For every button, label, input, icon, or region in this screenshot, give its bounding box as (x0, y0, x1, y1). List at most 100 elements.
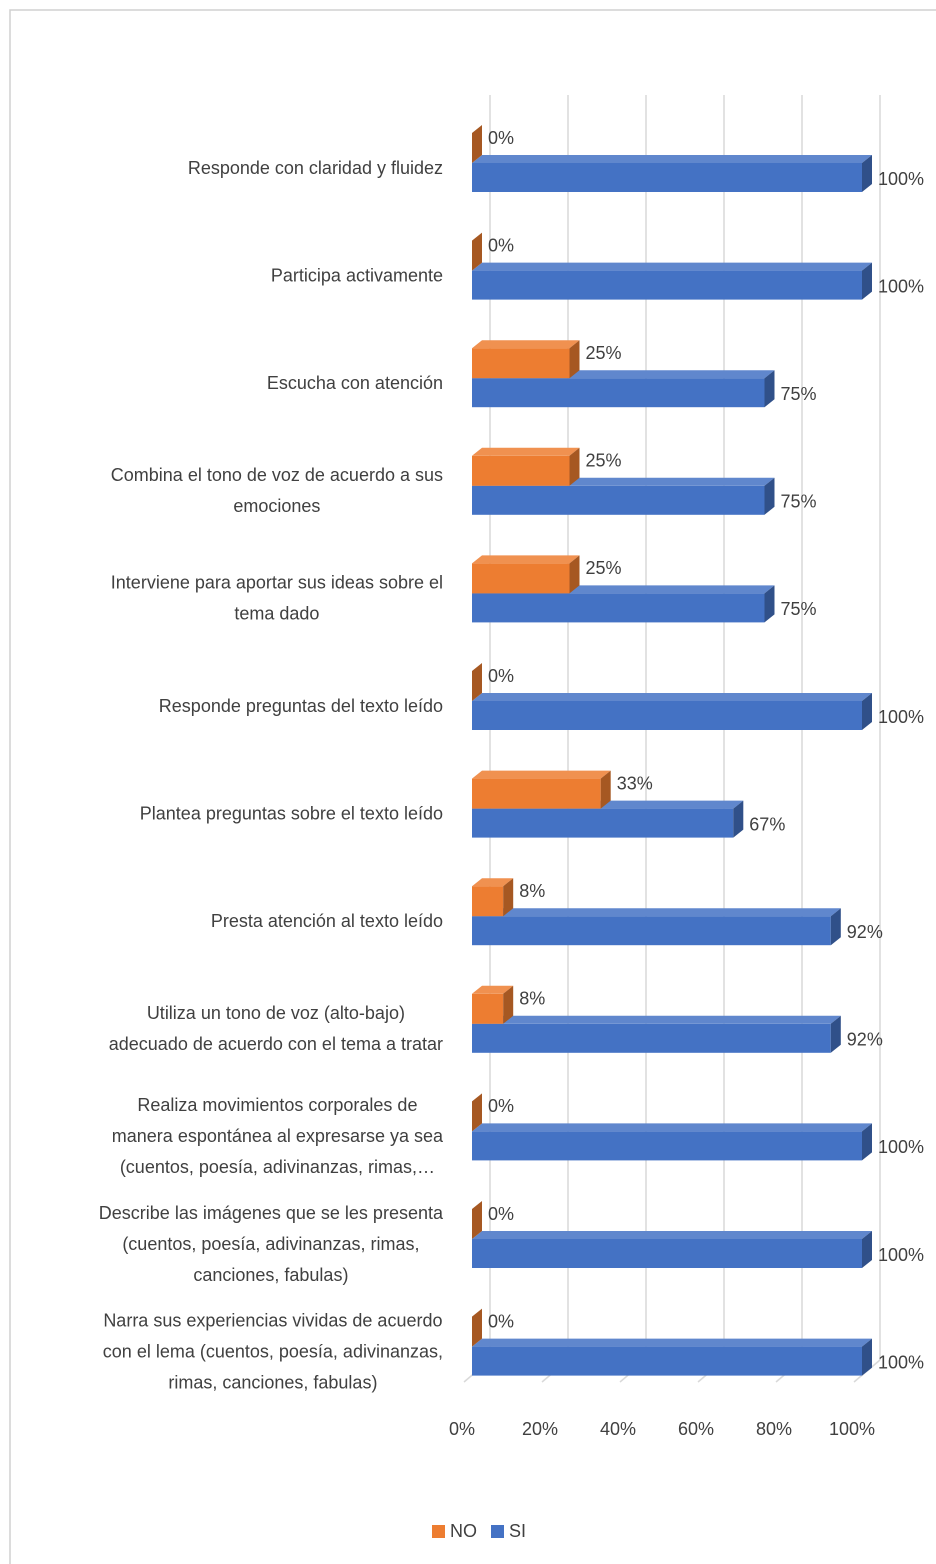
value-label: 100% (878, 1352, 924, 1372)
value-label: 100% (878, 276, 924, 296)
bar-side (472, 1093, 482, 1132)
bar-side (472, 232, 482, 271)
bar-side (862, 693, 872, 730)
bar-side (764, 477, 775, 515)
category-label: (cuentos, poesía, adivinanzas, rimas,… (120, 1157, 435, 1177)
bar-top (472, 908, 841, 917)
bar (472, 1023, 831, 1053)
category-label: Realiza movimientos corporales de (137, 1095, 417, 1115)
value-label: 25% (586, 343, 622, 363)
category-label: (cuentos, poesía, adivinanzas, rimas, (122, 1234, 419, 1254)
category-label: Combina el tono de voz de acuerdo a sus (111, 465, 443, 485)
value-label: 100% (878, 169, 924, 189)
bar (472, 593, 765, 623)
value-label: 0% (488, 235, 514, 255)
bar-side (472, 1308, 482, 1347)
bar-top (472, 155, 872, 163)
value-label: 67% (749, 814, 785, 834)
bar (472, 563, 570, 594)
bar-side (472, 1201, 482, 1239)
bar (472, 993, 504, 1024)
value-label: 92% (847, 1030, 883, 1050)
x-tick-label: 40% (600, 1419, 636, 1439)
bar (472, 701, 862, 730)
bar-side (569, 447, 580, 486)
bar-side (569, 555, 580, 594)
bar-side (862, 1123, 872, 1161)
bar-top (472, 1231, 872, 1239)
category-label: rimas, canciones, fabulas) (168, 1372, 377, 1392)
bar-side (830, 1015, 841, 1053)
bar-side (569, 340, 580, 379)
legend-label: NO (450, 1521, 477, 1541)
bar-side (862, 155, 872, 192)
bar-side (503, 878, 514, 917)
bar (472, 886, 504, 917)
legend-label: SI (509, 1521, 526, 1541)
bar-top (472, 1123, 872, 1132)
value-label: 8% (519, 881, 545, 901)
bar-top (472, 340, 580, 349)
value-label: 75% (781, 384, 817, 404)
value-label: 100% (878, 1137, 924, 1157)
bar-side (764, 585, 775, 623)
bar-side (733, 800, 744, 838)
category-label: Presta atención al texto leído (211, 911, 443, 931)
x-tick-label: 20% (522, 1419, 558, 1439)
value-label: 0% (488, 1204, 514, 1224)
bar-side (830, 908, 841, 946)
value-label: 25% (586, 451, 622, 471)
category-label: tema dado (234, 604, 319, 624)
category-label: Participa activamente (271, 265, 443, 285)
category-label: Plantea preguntas sobre el texto leído (140, 803, 443, 823)
category-label: Responde con claridad y fluidez (188, 158, 443, 178)
legend-swatch (491, 1525, 504, 1538)
bar (472, 916, 831, 946)
bar-side (472, 125, 482, 163)
bar-side (600, 770, 611, 809)
bar-side (764, 370, 775, 408)
bar-side (503, 985, 514, 1024)
bar-side (862, 1231, 872, 1268)
value-label: 100% (878, 707, 924, 727)
bar (472, 378, 765, 408)
bar (472, 808, 734, 838)
bar-top (472, 262, 872, 271)
value-label: 75% (781, 492, 817, 512)
bar-side (862, 1338, 872, 1376)
x-tick-label: 100% (829, 1419, 875, 1439)
bar-top (472, 447, 580, 456)
value-label: 25% (586, 558, 622, 578)
bar (472, 1346, 862, 1376)
chart-frame (9, 9, 936, 1564)
bar-top (472, 693, 872, 701)
x-tick-label: 60% (678, 1419, 714, 1439)
category-label: manera espontánea al expresarse ya sea (112, 1126, 444, 1146)
bar-top (472, 555, 580, 564)
value-label: 0% (488, 1311, 514, 1331)
bar (472, 1239, 862, 1268)
bar (472, 485, 765, 515)
bar (472, 163, 862, 192)
value-label: 0% (488, 666, 514, 686)
value-label: 100% (878, 1245, 924, 1265)
bar (472, 455, 570, 486)
value-label: 33% (617, 773, 653, 793)
bar-side (862, 262, 872, 300)
category-label: Interviene para aportar sus ideas sobre … (111, 573, 443, 593)
value-label: 0% (488, 128, 514, 148)
category-label: emociones (233, 496, 320, 516)
value-label: 0% (488, 1096, 514, 1116)
bar (472, 778, 601, 809)
bar-top (472, 985, 514, 994)
bar (472, 270, 862, 300)
category-label: Responde preguntas del texto leído (159, 696, 443, 716)
x-tick-label: 80% (756, 1419, 792, 1439)
legend-swatch (432, 1525, 445, 1538)
category-label: canciones, fabulas) (193, 1265, 348, 1285)
value-label: 92% (847, 922, 883, 942)
x-tick-label: 0% (449, 1419, 475, 1439)
bar-side (472, 663, 482, 701)
category-label: Utiliza un tono de voz (alto-bajo) (147, 1003, 405, 1023)
